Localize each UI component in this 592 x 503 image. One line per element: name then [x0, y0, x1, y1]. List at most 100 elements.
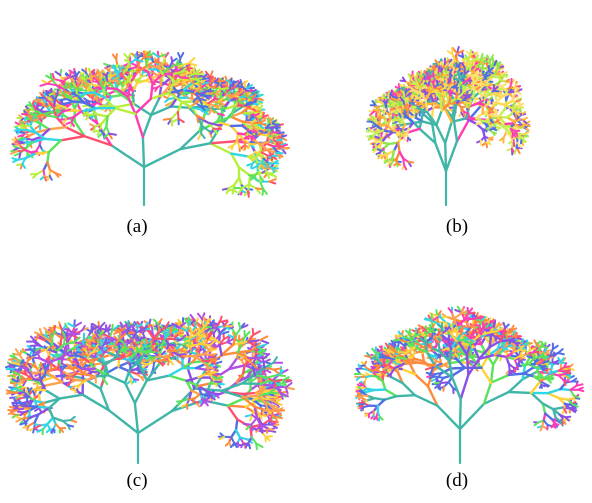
tree-panel-c	[0, 258, 320, 468]
tree-branch	[92, 125, 97, 132]
tree-branch	[127, 58, 137, 65]
tree-branch	[453, 83, 459, 88]
tree-branch	[237, 99, 245, 105]
tree-branch	[399, 79, 407, 83]
tree-branch	[461, 73, 465, 79]
tree-branch	[26, 387, 30, 393]
tree-branch	[141, 113, 153, 139]
tree-branch	[272, 139, 279, 144]
tree-branch	[479, 93, 486, 97]
tree-branch	[54, 105, 64, 110]
tree-branch	[391, 149, 396, 160]
tree-branch	[134, 112, 145, 139]
tree-branch	[390, 101, 396, 107]
tree-branch	[228, 85, 238, 91]
tree-branch	[19, 411, 25, 417]
tree-branch	[435, 123, 447, 145]
tree-branch	[403, 163, 408, 171]
tree-branch	[505, 112, 514, 119]
tree-branch	[260, 162, 264, 170]
tree-branch	[284, 382, 293, 389]
tree-branch	[465, 101, 472, 105]
tree-branch	[272, 145, 282, 148]
tree-branch	[22, 124, 32, 128]
tree-branch	[149, 82, 154, 101]
tree-branch	[220, 389, 244, 399]
tree-branch	[445, 77, 448, 83]
tree-branch	[250, 423, 254, 432]
tree-branch	[402, 90, 406, 97]
tree-branch	[125, 81, 129, 88]
tree-branch	[433, 95, 438, 102]
tree-branch	[75, 87, 79, 97]
tree-branch	[81, 325, 86, 332]
tree-branch	[45, 74, 53, 80]
tree-branch	[138, 56, 146, 65]
tree-branch	[257, 170, 262, 178]
tree-branch	[61, 419, 72, 422]
tree-branch	[39, 361, 43, 369]
tree-branch	[247, 174, 252, 186]
tree-branch	[121, 78, 131, 88]
tree-branch	[413, 89, 422, 95]
tree-branch	[257, 127, 266, 131]
tree-branch	[34, 331, 44, 337]
tree-branch	[481, 86, 486, 91]
tree-branch	[254, 151, 263, 159]
tree-branch	[24, 152, 36, 160]
tree-branch	[237, 321, 242, 330]
tree-branch	[232, 333, 238, 346]
tree-branch	[462, 56, 469, 63]
tree-branch	[269, 117, 273, 125]
tree-branch	[206, 88, 212, 93]
tree-branch	[270, 397, 280, 401]
tree-branch	[73, 319, 76, 328]
tree-branch	[8, 357, 17, 361]
tree-branch	[209, 108, 216, 114]
tree-branch	[517, 102, 525, 107]
tree-branch	[374, 135, 380, 139]
tree-branch	[54, 115, 68, 129]
tree-branch	[16, 149, 27, 153]
tree-branch	[220, 351, 240, 357]
tree-branch	[217, 331, 222, 344]
tree-branch	[36, 169, 45, 175]
tree-branch	[191, 106, 203, 111]
tree-branch	[48, 174, 53, 181]
tree-branch	[50, 93, 56, 102]
tree-branch	[175, 59, 180, 66]
tree-branch	[226, 404, 239, 421]
tree-branch	[88, 74, 96, 78]
tree-branch	[407, 160, 415, 164]
tree-branch	[387, 141, 400, 146]
tree-branch	[208, 140, 235, 145]
tree-branch	[249, 383, 260, 392]
tree-branch	[193, 82, 201, 86]
tree-branch	[247, 339, 261, 343]
tree-branch	[410, 82, 417, 86]
tree-branch	[486, 77, 493, 83]
tree-branch	[105, 115, 109, 128]
tree-branch	[105, 66, 111, 72]
tree-branch	[148, 68, 158, 71]
tree-branch	[485, 127, 490, 131]
tree-branch	[516, 117, 522, 122]
tree-branch	[154, 86, 159, 92]
tree-branch	[47, 406, 55, 419]
tree-branch	[54, 172, 62, 176]
tree-branch	[497, 90, 504, 97]
tree-branch	[149, 91, 171, 101]
tree-branch	[135, 76, 142, 81]
tree-branch	[126, 81, 132, 99]
tree-branch	[484, 102, 493, 107]
tree-branch	[134, 97, 153, 116]
tree-branch	[250, 93, 257, 99]
tree-branch	[267, 149, 277, 154]
tree-branch	[479, 55, 484, 63]
tree-branch	[471, 88, 476, 99]
tree-branch	[172, 70, 183, 76]
tree-branch	[451, 46, 458, 55]
tree-branch	[149, 96, 161, 117]
tree-branch	[242, 364, 246, 375]
tree-branch	[82, 91, 96, 95]
